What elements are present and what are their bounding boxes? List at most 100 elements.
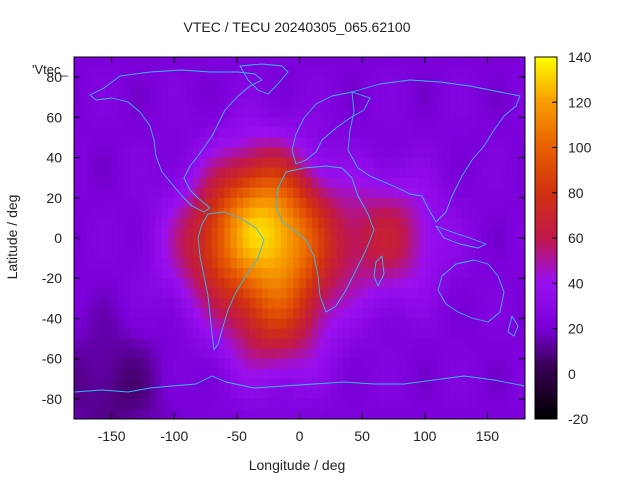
heatmap-cell [186,288,194,299]
heatmap-cell [155,107,163,118]
heatmap-cell [499,268,507,279]
heatmap-cell [493,378,501,390]
heatmap-cell [368,207,376,219]
heatmap-cell [211,348,219,360]
heatmap-cell [161,278,169,289]
heatmap-cell [468,197,476,209]
heatmap-cell [368,127,376,139]
heatmap-cell [393,77,401,88]
heatmap-cell [218,258,225,269]
heatmap-cell [312,177,319,189]
heatmap-cell [349,238,357,249]
heatmap-cell [412,177,420,189]
heatmap-cell [424,398,432,410]
heatmap-cell [493,167,501,179]
heatmap-cell [324,348,332,360]
heatmap-cell [431,328,438,340]
heatmap-cell [337,57,344,68]
heatmap-cell [337,87,344,98]
heatmap-cell [180,248,188,259]
heatmap-cell [349,408,357,419]
heatmap-cell [92,67,100,78]
heatmap-cell [186,318,194,330]
heatmap-cell [142,187,150,199]
heatmap-cell [443,298,451,309]
heatmap-cell [186,408,194,419]
heatmap-cell [456,227,463,239]
heatmap-cell [280,77,288,88]
heatmap-cell [105,308,113,320]
heatmap-cell [111,87,119,98]
heatmap-cell [268,288,276,299]
heatmap-cell [487,157,495,169]
heatmap-cell [161,187,169,199]
heatmap-cell [268,107,276,118]
heatmap-cell [243,107,250,118]
heatmap-cell [186,258,194,269]
heatmap-cell [99,378,106,390]
heatmap-cell [437,97,445,108]
heatmap-cell [142,107,150,118]
heatmap-cell [280,177,288,189]
heatmap-cell [499,328,507,340]
heatmap-cell [418,147,426,159]
heatmap-cell [155,378,163,390]
heatmap-cell [74,57,81,68]
madagascar-coast [373,255,385,287]
heatmap-cell [299,238,307,249]
heatmap-cell [462,348,470,360]
heatmap-cell [80,227,88,239]
heatmap-cell [180,167,188,179]
heatmap-cell [286,117,294,128]
heatmap-cell [424,298,432,309]
heatmap-cell [499,348,507,360]
heatmap-cell [393,408,401,419]
heatmap-cell [312,187,319,199]
heatmap-cell [437,308,445,320]
heatmap-cell [142,217,150,229]
heatmap-cell [174,167,182,179]
heatmap-cell [393,248,401,259]
heatmap-cell [399,107,407,118]
heatmap-cell [142,157,150,169]
heatmap-cell [412,298,420,309]
heatmap-cell [205,187,213,199]
heatmap-cell [437,328,445,340]
heatmap-cell [261,207,269,219]
heatmap-cell [186,388,194,400]
heatmap-cell [161,167,169,179]
heatmap-cell [393,238,401,249]
heatmap-cell [518,217,525,229]
heatmap-cell [149,187,157,199]
heatmap-cell [268,197,276,209]
x-tick-label: -100 [160,428,188,444]
heatmap-cell [318,368,326,380]
heatmap-cell [405,117,413,128]
heatmap-cell [218,57,225,68]
heatmap-cell [506,87,514,98]
heatmap-cell [443,288,451,299]
heatmap-cell [274,328,282,340]
heatmap-cell [474,408,482,419]
heatmap-cell [380,368,388,380]
heatmap-cell [380,97,388,108]
heatmap-cell [255,328,263,340]
heatmap-cell [205,388,213,400]
heatmap-cell [92,368,100,380]
heatmap-cell [180,207,188,219]
heatmap-cell [481,408,489,419]
heatmap-cell [111,107,119,118]
heatmap-cell [487,308,495,320]
heatmap-cell [268,328,276,340]
heatmap-cell [117,328,125,340]
heatmap-cell [412,278,420,289]
heatmap-cell [493,358,501,370]
heatmap-cell [186,187,194,199]
heatmap-cell [487,258,495,269]
heatmap-cell [218,318,225,330]
heatmap-cell [117,217,125,229]
heatmap-cell [99,217,106,229]
heatmap-cell [86,157,94,169]
heatmap-cell [380,217,388,229]
heatmap-cell [74,177,81,189]
